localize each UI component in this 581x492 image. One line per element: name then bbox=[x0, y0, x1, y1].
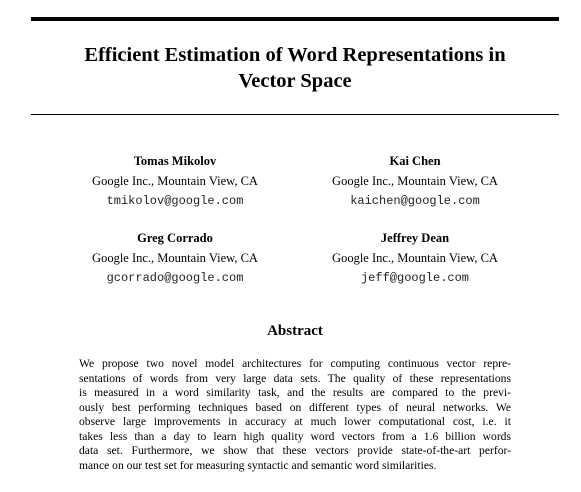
author-email: jeff@google.com bbox=[360, 271, 470, 285]
author-block: Jeffrey Dean Google Inc., Mountain View,… bbox=[295, 229, 535, 289]
abstract-line: ously best performing techniques based o… bbox=[79, 400, 511, 414]
author-name: Greg Corrado bbox=[137, 231, 213, 245]
author-email: tmikolov@google.com bbox=[106, 194, 244, 208]
author-email: gcorrado@google.com bbox=[106, 271, 244, 285]
abstract-heading: Abstract bbox=[267, 323, 323, 339]
author-block: Tomas Mikolov Google Inc., Mountain View… bbox=[55, 152, 295, 212]
title-bottom-rule bbox=[31, 114, 559, 115]
abstract-line: observe large improvements in accuracy a… bbox=[79, 415, 511, 428]
author-affiliation: Google Inc., Mountain View, CA bbox=[332, 251, 498, 265]
abstract-line: takes less than a day to learn high qual… bbox=[79, 429, 511, 443]
paper-title-line: Vector Space bbox=[238, 70, 352, 92]
author-email: kaichen@google.com bbox=[350, 194, 480, 208]
author-name: Jeffrey Dean bbox=[380, 231, 450, 245]
paper-title-line: Efficient Estimation of Word Representat… bbox=[84, 44, 506, 66]
abstract-line: We propose two novel model architectures… bbox=[79, 357, 511, 370]
author-affiliation: Google Inc., Mountain View, CA bbox=[92, 174, 258, 188]
author-affiliation: Google Inc., Mountain View, CA bbox=[92, 251, 258, 265]
abstract-line: mance on our test set for measuring synt… bbox=[79, 458, 437, 472]
author-name: Tomas Mikolov bbox=[133, 154, 217, 168]
abstract-body: We propose two novel model architectures… bbox=[79, 357, 511, 473]
title-top-rule bbox=[31, 17, 559, 21]
paper-title: Efficient Estimation of Word Representat… bbox=[31, 42, 559, 94]
abstract-line: data set. Furthermore, we show that thes… bbox=[79, 444, 511, 457]
author-affiliation: Google Inc., Mountain View, CA bbox=[332, 174, 498, 188]
author-block: Kai Chen Google Inc., Mountain View, CA … bbox=[295, 152, 535, 212]
abstract-line: sentations of words from very large data… bbox=[79, 371, 511, 385]
abstract-line: is measured in a word similarity task, a… bbox=[79, 386, 511, 399]
author-block: Greg Corrado Google Inc., Mountain View,… bbox=[55, 229, 295, 289]
author-name: Kai Chen bbox=[389, 154, 441, 168]
